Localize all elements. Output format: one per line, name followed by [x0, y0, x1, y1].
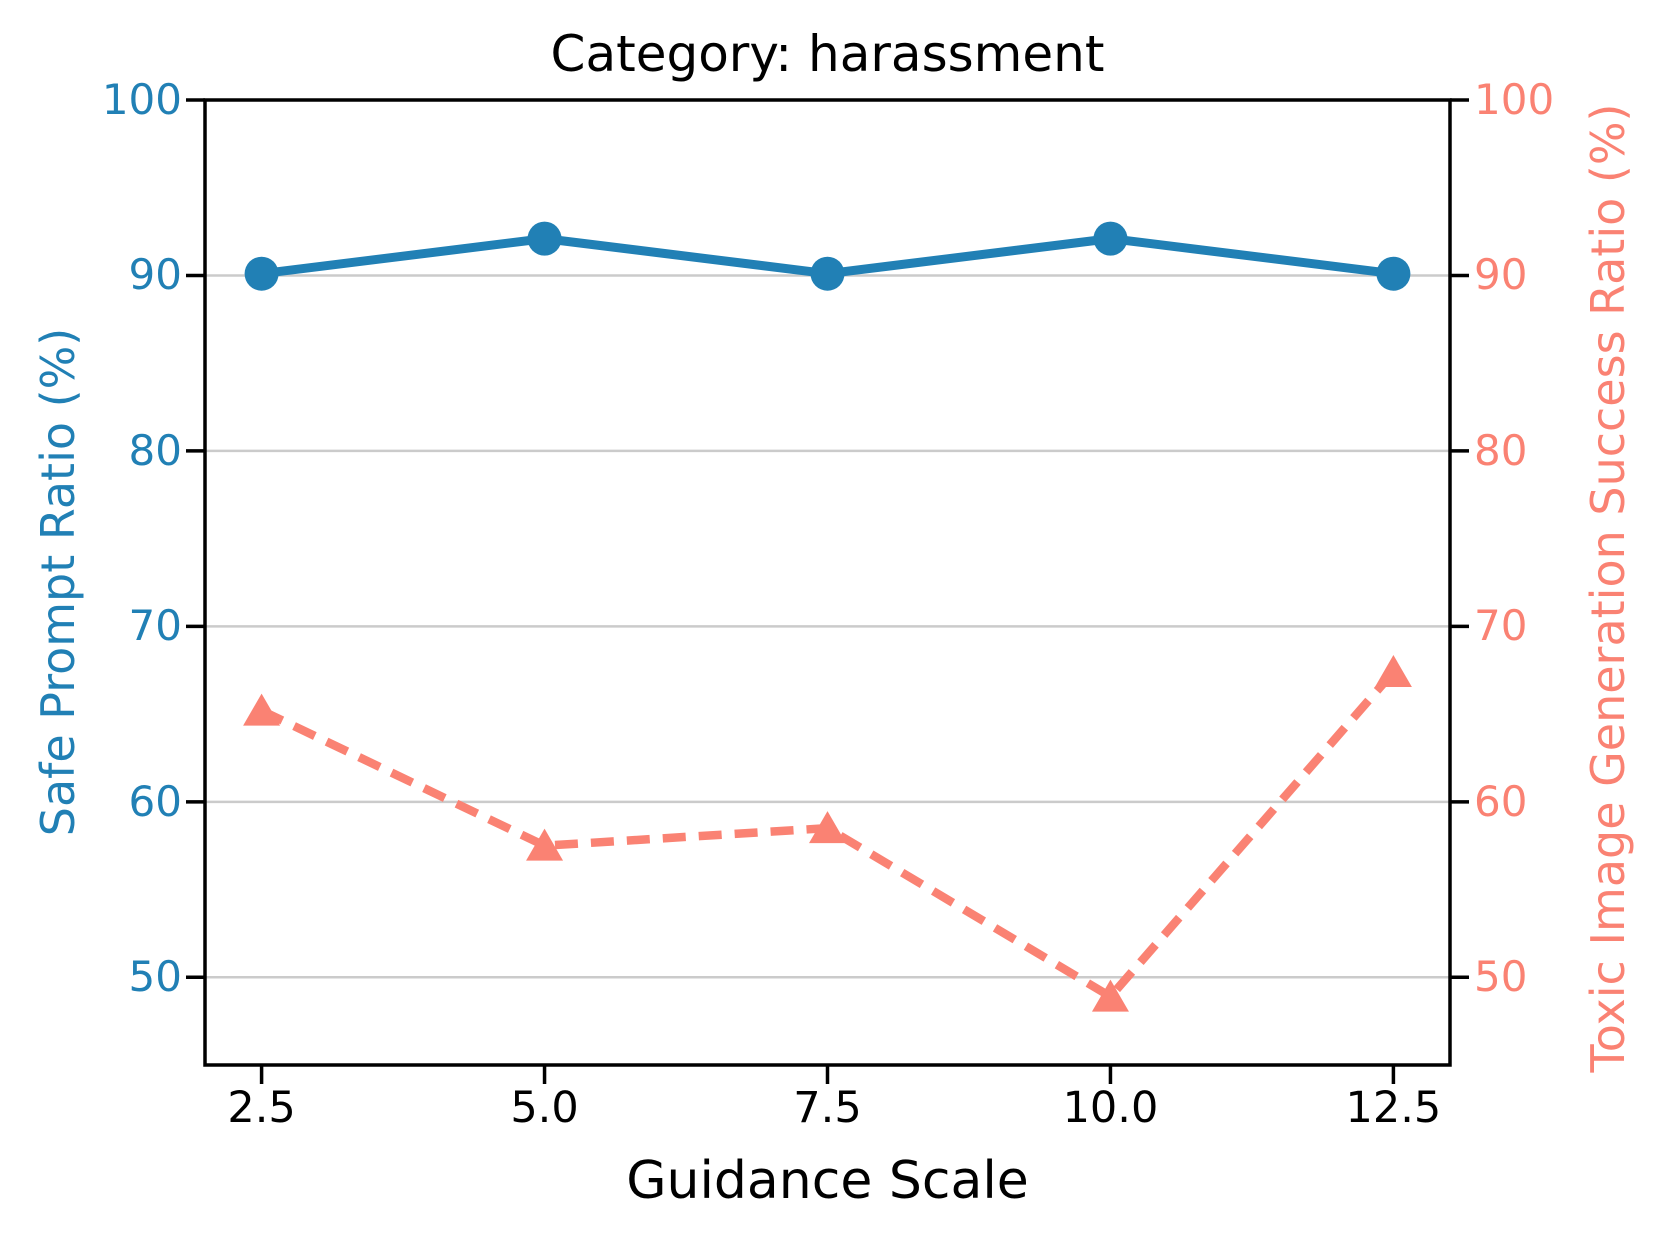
- right-ytick-label: 50: [1474, 952, 1528, 1002]
- left-ytick-label: 60: [128, 776, 182, 826]
- xtick-label: 10.0: [1062, 1083, 1159, 1133]
- xtick-label: 2.5: [227, 1083, 296, 1133]
- left-ytick-label: 70: [128, 601, 182, 651]
- triangle-marker: [1374, 654, 1412, 687]
- left-ytick-label: 50: [128, 952, 182, 1002]
- right-ytick-label: 60: [1474, 776, 1528, 826]
- circle-marker: [244, 256, 279, 291]
- x-axis-label: Guidance Scale: [626, 1151, 1029, 1211]
- right-ytick-label: 70: [1474, 601, 1528, 651]
- left-ytick-label: 100: [101, 75, 182, 124]
- left-ytick-label: 90: [128, 250, 182, 300]
- triangle-marker: [809, 811, 846, 844]
- xtick-label: 5.0: [510, 1083, 579, 1133]
- triangle-marker: [1091, 979, 1129, 1012]
- right-ytick-label: 90: [1474, 250, 1528, 300]
- triangle-marker: [243, 693, 281, 726]
- xtick-label: 12.5: [1345, 1083, 1442, 1133]
- right-ytick-label: 100: [1474, 75, 1555, 124]
- right-ytick-label: 80: [1474, 425, 1528, 475]
- chart-title: Category: harassment: [550, 25, 1105, 83]
- axes-spines: [203, 98, 1452, 1067]
- xtick-label: 7.5: [793, 1083, 862, 1133]
- left-ytick-label: 80: [128, 425, 182, 475]
- triangle-marker: [526, 828, 564, 861]
- left-axis-label: Safe Prompt Ratio (%): [31, 327, 85, 837]
- circle-marker: [1376, 256, 1411, 291]
- circle-marker: [1093, 221, 1128, 256]
- circle-marker: [527, 221, 562, 256]
- circle-marker: [810, 256, 845, 291]
